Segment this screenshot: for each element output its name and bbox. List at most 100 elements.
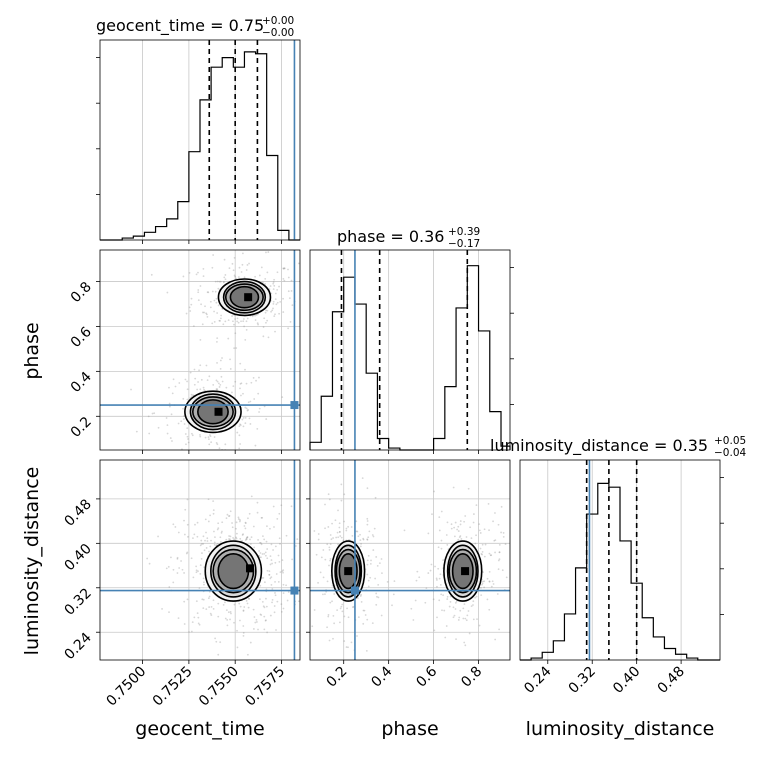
- joint-phase-vs-luminosity-distance-point: [446, 521, 449, 524]
- joint-phase-vs-luminosity-distance-point: [463, 520, 466, 523]
- joint-geocent-time-vs-phase-point: [211, 266, 214, 269]
- hist-luminosity-distance-xtick-label-3: 0.48: [655, 664, 688, 697]
- joint-geocent-time-vs-luminosity-distance-point: [210, 605, 213, 608]
- joint-geocent-time-vs-luminosity-distance-point: [266, 525, 268, 528]
- hist-phase-bin-15: [479, 331, 490, 450]
- joint-geocent-time-vs-luminosity-distance-point: [271, 562, 273, 565]
- joint-geocent-time-vs-phase-point: [186, 380, 188, 383]
- joint-phase-vs-luminosity-distance-point: [340, 483, 343, 486]
- joint-geocent-time-vs-luminosity-distance-point: [262, 535, 264, 537]
- joint-phase-vs-luminosity-distance-point: [361, 477, 364, 480]
- joint-phase-vs-luminosity-distance-point: [317, 581, 319, 584]
- joint-geocent-time-vs-phase-point: [215, 442, 218, 444]
- joint-phase-vs-luminosity-distance-point: [438, 516, 441, 519]
- joint-geocent-time-vs-phase-point: [193, 368, 196, 371]
- joint-phase-vs-luminosity-distance-point: [322, 576, 325, 579]
- joint-geocent-time-vs-phase-point: [232, 269, 235, 272]
- joint-geocent-time-vs-phase-point: [201, 311, 204, 314]
- joint-geocent-time-vs-luminosity-distance-point: [268, 573, 271, 576]
- joint-phase-vs-luminosity-distance-scatter: [306, 477, 508, 666]
- title-geocent-time: geocent_time = 0.75 +0.00 −0.00: [96, 15, 294, 39]
- joint-phase-vs-luminosity-distance-point: [326, 580, 329, 583]
- joint-geocent-time-vs-phase-point: [239, 424, 242, 426]
- joint-geocent-time-vs-phase-point: [190, 432, 193, 435]
- joint-geocent-time-vs-luminosity-distance-point: [183, 533, 186, 536]
- joint-phase-vs-luminosity-distance-point: [497, 568, 500, 571]
- joint-phase-vs-luminosity-distance-point: [369, 562, 372, 565]
- joint-geocent-time-vs-luminosity-distance-point: [269, 527, 271, 530]
- joint-phase-vs-luminosity-distance-point: [474, 596, 477, 599]
- joint-geocent-time-vs-phase-point: [214, 290, 217, 293]
- joint-geocent-time-vs-luminosity-distance-point: [247, 606, 250, 609]
- joint-phase-vs-luminosity-distance-point: [472, 521, 475, 524]
- joint-geocent-time-vs-luminosity-distance-point: [210, 614, 213, 616]
- joint-geocent-time-vs-phase-point: [270, 310, 272, 313]
- joint-phase-vs-luminosity-distance-xtick-label-0: 0.2: [323, 664, 350, 691]
- joint-geocent-time-vs-luminosity-distance-point: [176, 556, 179, 559]
- joint-geocent-time-vs-luminosity-distance-xtick-label-3: 0.7575: [242, 664, 288, 710]
- joint-geocent-time-vs-luminosity-distance-point: [258, 554, 261, 557]
- joint-geocent-time-vs-luminosity-distance-point: [188, 631, 190, 633]
- joint-phase-vs-luminosity-distance-point: [359, 595, 362, 597]
- joint-geocent-time-vs-luminosity-distance-point: [210, 539, 212, 542]
- joint-phase-vs-luminosity-distance-truth-marker: [350, 586, 359, 595]
- joint-geocent-time-vs-luminosity-distance-point: [245, 536, 248, 539]
- joint-geocent-time-vs-phase-point: [258, 376, 260, 379]
- hist-geocent-time-bin-6: [167, 219, 178, 240]
- joint-geocent-time-vs-luminosity-distance-point: [254, 621, 257, 624]
- joint-geocent-time-vs-luminosity-distance-point: [221, 521, 224, 524]
- joint-geocent-time-vs-phase-point: [186, 435, 189, 438]
- joint-geocent-time-vs-luminosity-distance-point: [273, 611, 276, 614]
- joint-phase-vs-luminosity-distance-point: [337, 543, 339, 546]
- joint-geocent-time-vs-luminosity-distance-point: [168, 586, 171, 588]
- joint-phase-vs-luminosity-distance-point: [484, 543, 487, 546]
- joint-phase-vs-luminosity-distance-point: [306, 573, 308, 575]
- hist-phase-bin-14: [467, 266, 478, 450]
- joint-geocent-time-vs-luminosity-distance-point: [190, 557, 193, 560]
- joint-geocent-time-vs-phase-point: [212, 384, 215, 386]
- joint-geocent-time-vs-phase-point: [223, 280, 225, 283]
- joint-geocent-time-vs-phase-point: [237, 276, 240, 278]
- joint-geocent-time-vs-luminosity-distance-point: [278, 512, 281, 515]
- joint-geocent-time-vs-luminosity-distance-point: [259, 584, 262, 587]
- joint-phase-vs-luminosity-distance-point: [324, 558, 327, 561]
- joint-geocent-time-vs-luminosity-distance-point: [243, 606, 246, 608]
- joint-geocent-time-vs-luminosity-distance-point: [224, 617, 227, 620]
- joint-geocent-time-vs-luminosity-distance-point: [256, 511, 259, 514]
- joint-geocent-time-vs-luminosity-distance-point: [221, 530, 223, 533]
- hist-geocent-time-bin-7: [178, 202, 189, 240]
- joint-geocent-time-vs-phase-point: [209, 435, 212, 438]
- joint-geocent-time-vs-phase-point: [148, 432, 151, 435]
- joint-geocent-time-vs-luminosity-distance-point: [262, 605, 265, 608]
- joint-geocent-time-vs-phase-point: [180, 420, 183, 423]
- joint-geocent-time-vs-luminosity-distance-point: [194, 523, 196, 526]
- joint-phase-vs-luminosity-distance-point: [427, 572, 430, 574]
- joint-phase-vs-luminosity-distance-point: [352, 605, 355, 608]
- joint-geocent-time-vs-luminosity-distance-point: [294, 545, 297, 547]
- joint-geocent-time-vs-phase-point: [172, 378, 175, 381]
- joint-geocent-time-vs-phase-point: [197, 381, 199, 383]
- joint-phase-vs-luminosity-distance-point: [326, 664, 328, 666]
- joint-geocent-time-vs-luminosity-distance-point: [248, 512, 251, 515]
- joint-phase-vs-luminosity-distance-point: [452, 606, 455, 609]
- joint-phase-vs-luminosity-distance-point: [481, 553, 483, 556]
- joint-geocent-time-vs-luminosity-distance-point: [269, 577, 272, 580]
- joint-phase-vs-luminosity-distance-point: [437, 546, 440, 549]
- title-luminosity-distance-label: luminosity_distance = 0.35: [490, 436, 708, 456]
- joint-geocent-time-vs-luminosity-distance-point: [280, 610, 283, 613]
- joint-phase-vs-luminosity-distance-point: [329, 534, 332, 536]
- joint-phase-vs-luminosity-distance-point: [483, 580, 486, 583]
- joint-geocent-time-vs-luminosity-distance-point: [264, 551, 267, 554]
- joint-geocent-time-vs-luminosity-distance-point: [243, 525, 246, 527]
- joint-phase-vs-luminosity-distance-point: [505, 576, 508, 579]
- joint-geocent-time-vs-luminosity-distance-point: [278, 537, 281, 540]
- joint-geocent-time-vs-luminosity-distance-point: [245, 538, 248, 541]
- joint-phase-vs-luminosity-distance-point: [453, 614, 456, 617]
- joint-geocent-time-vs-luminosity-distance-point: [269, 555, 272, 557]
- hist-geocent-time-step: [100, 51, 300, 241]
- ylabel-phase: phase: [21, 322, 43, 379]
- joint-geocent-time-vs-luminosity-distance-point: [170, 556, 172, 559]
- joint-geocent-time-vs-phase-point: [266, 271, 269, 274]
- joint-geocent-time-vs-phase-point: [216, 380, 219, 383]
